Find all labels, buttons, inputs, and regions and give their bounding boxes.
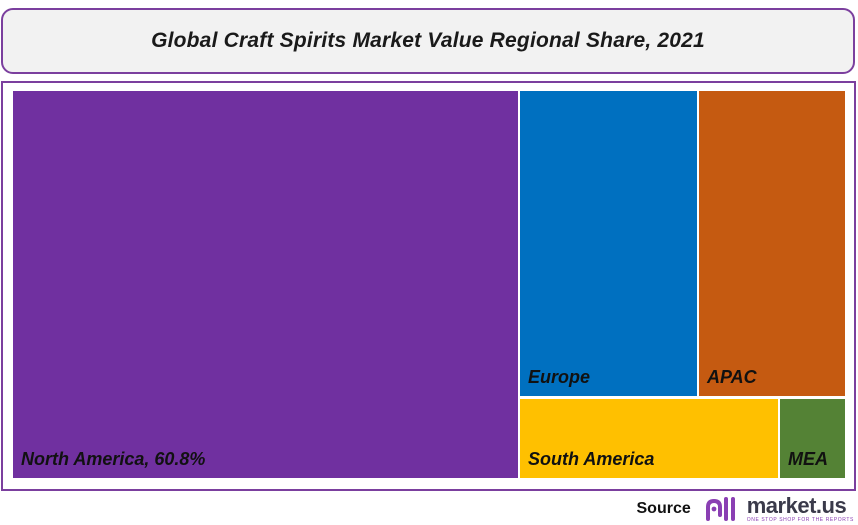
market-us-logo-icon: [705, 497, 735, 521]
tile-europe: Europe: [520, 91, 697, 396]
tile-label-europe: Europe: [528, 367, 591, 387]
tile-label-mea: MEA: [788, 449, 828, 469]
source-row: Source market.us ONE STOP SHOP FOR THE R…: [637, 494, 855, 524]
chart-title-box: Global Craft Spirits Market Value Region…: [1, 8, 855, 74]
tile-label-north-america: North America, 60.8%: [21, 449, 206, 469]
tile-label-south-america: South America: [528, 449, 655, 469]
tile-north-america: North America, 60.8%: [13, 91, 518, 478]
source-label: Source: [636, 500, 691, 517]
tile-south-america: South America: [520, 399, 778, 478]
tile-mea: MEA: [780, 399, 845, 478]
logo-text: market.us: [746, 493, 847, 518]
chart-title: Global Craft Spirits Market Value Region…: [151, 29, 705, 52]
treemap-frame: North America, 60.8% Europe APAC South A…: [1, 81, 856, 491]
market-us-logo: market.us ONE STOP SHOP FOR THE REPORTS: [747, 495, 854, 523]
logo-tagline: ONE STOP SHOP FOR THE REPORTS: [746, 517, 854, 523]
tile-label-apac: APAC: [707, 367, 757, 387]
tile-apac: APAC: [699, 91, 845, 396]
